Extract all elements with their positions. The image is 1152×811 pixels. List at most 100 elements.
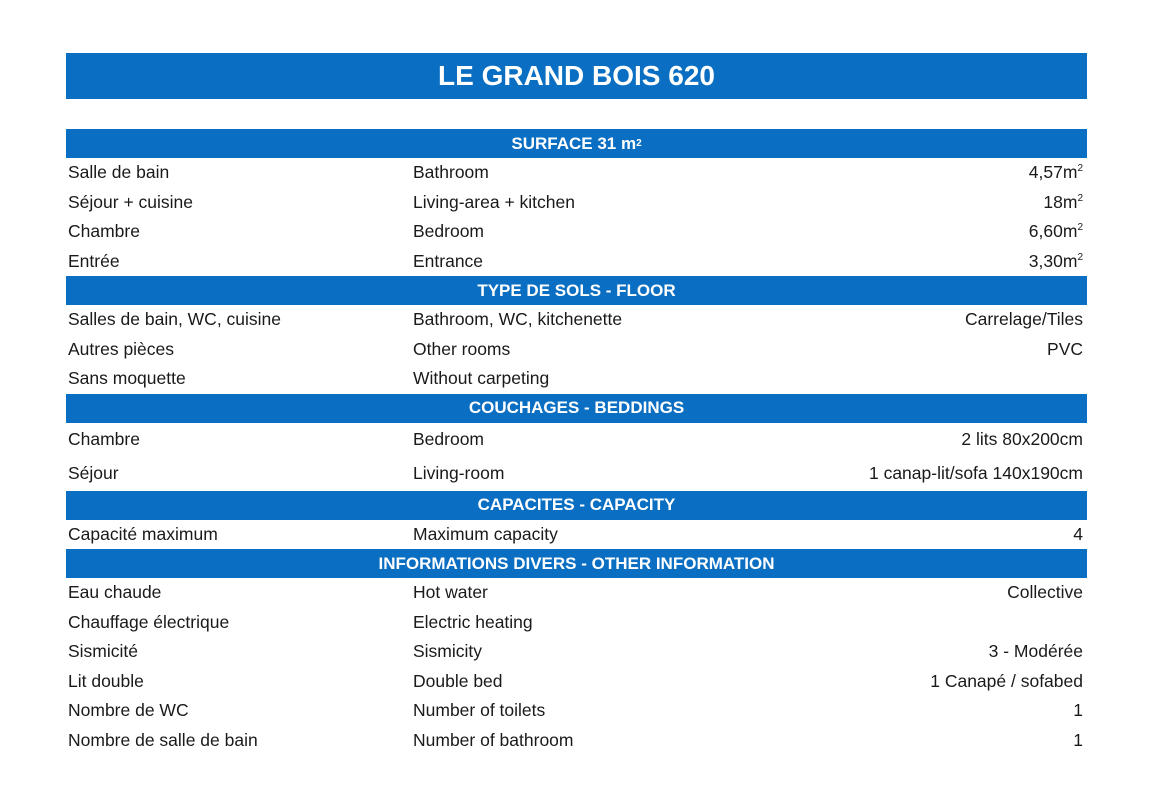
label-english-text: Living-area + kitchen [413,191,575,212]
value-text: 1 Canapé / sofabed [930,670,1083,691]
superscript: 2 [1077,251,1083,263]
label-english-text: Bedroom [413,429,485,449]
value: 4 [1073,524,1083,545]
table-row: Capacité maximum Maximum capacity 4 [66,520,1087,550]
table-row: Entrée Entrance 3,30m2 [66,247,1087,277]
label-english: Double bed [413,671,503,692]
label-english-text: Bathroom, WC, kitchenette [413,309,623,330]
label-french: Séjour [68,463,119,484]
table-row: Chambre Bedroom 6,60m2 [66,217,1087,247]
table-row: Chambre Bedroom 2 lits 80x200cm [66,423,1087,457]
label-french-text: Chauffage électrique [68,611,230,632]
label-english: Hot water [413,582,488,603]
value-text: 4 [1073,523,1083,544]
label-english: Other rooms [413,339,510,360]
table-row: Chauffage électrique Electric heating [66,608,1087,638]
superscript: 2 [1077,163,1083,175]
label-english-text: Double bed [413,670,503,691]
label-french: Chambre [68,429,140,450]
label-french: Salles de bain, WC, cuisine [68,309,281,330]
value: PVC [1047,339,1083,360]
label-english: Bathroom [413,162,489,183]
value-text: Carrelage/Tiles [964,309,1083,330]
value: 3 - Modérée [989,641,1083,662]
label-english: Bedroom [413,221,484,242]
label-english: Electric heating [413,612,533,633]
label-french: Salle de bain [68,162,169,183]
section-header: COUCHAGES - BEDDINGS [66,393,1087,423]
table-row: Sans moquette Without carpeting [66,364,1087,394]
label-english: Without carpeting [413,368,549,389]
label-english: Living-room [413,463,504,484]
value-text: 6,60m [1028,221,1078,242]
label-french-text: Sans moquette [68,368,186,389]
section-header-label: INFORMATIONS DIVERS - OTHER INFORMATION [378,553,775,573]
value-text: PVC [1047,338,1083,359]
value: 18m2 [1043,192,1083,213]
table-row: Lit double Double bed 1 Canapé / sofabed [66,667,1087,697]
label-french: Eau chaude [68,582,161,603]
value-text: 2 lits 80x200cm [961,429,1083,449]
value: Carrelage/Tiles [965,309,1083,330]
label-french-text: Autres pièces [68,338,175,359]
value: 3,30m2 [1029,251,1083,272]
label-french-text: Salle de bain [68,162,170,183]
table-row: Nombre de salle de bain Number of bathroo… [66,726,1087,756]
table-row: Nombre de WC Number of toilets 1 [66,696,1087,726]
label-english-text: Number of bathroom [413,729,574,750]
label-french-text: Salles de bain, WC, cuisine [68,309,282,330]
table-row: Séjour Living-room 1 canap-lit/sofa 140x19… [66,457,1087,491]
label-french: Chambre [68,221,140,242]
label-french: Sans moquette [68,368,186,389]
value-text: 18m [1043,191,1078,212]
label-english-text: Sismicity [413,641,483,662]
superscript: 2 [1077,222,1083,234]
label-french-text: Séjour [68,463,119,483]
label-french-text: Capacité maximum [68,523,218,544]
label-french: Séjour + cuisine [68,192,193,213]
value: 6,60m2 [1029,221,1083,242]
label-french-text: Lit double [68,670,144,691]
label-french-text: Entrée [68,250,120,271]
label-french: Sismicité [68,641,138,662]
table-row: Séjour + cuisine Living-area + kitchen 18m… [66,188,1087,218]
table-row: Salles de bain, WC, cuisine Bathroom, WC,… [66,305,1087,335]
section-header-label: COUCHAGES - BEDDINGS [468,398,685,417]
label-french: Nombre de WC [68,700,189,721]
label-french: Lit double [68,671,144,692]
label-english-text: Maximum capacity [413,523,558,544]
label-french-text: Séjour + cuisine [68,191,194,212]
section-header: TYPE DE SOLS - FLOOR [66,276,1087,305]
label-french: Nombre de salle de bain [68,730,258,751]
value-text: 3,30m [1028,250,1078,271]
label-english-text: Electric heating [413,611,533,632]
label-french: Chauffage électrique [68,612,229,633]
value: 1 [1073,700,1083,721]
label-english: Living-area + kitchen [413,192,575,213]
table-row: Sismicité Sismicity 3 - Modérée [66,637,1087,667]
superscript: 2 [1077,192,1083,204]
value: 4,57m2 [1029,162,1083,183]
label-english: Number of bathroom [413,730,574,751]
value: 1 Canapé / sofabed [930,671,1083,692]
value: 1 canap-lit/sofa 140x190cm [869,463,1083,484]
label-english-text: Hot water [413,582,488,603]
value: 1 [1073,730,1083,751]
page-title: LE GRAND BOIS 620 [66,53,1087,99]
label-english: Entrance [413,251,483,272]
label-french: Capacité maximum [68,524,218,545]
table-row: Autres pièces Other rooms PVC [66,335,1087,365]
label-english-text: Living-room [413,463,505,483]
label-french-text: Chambre [68,429,140,449]
section-header: CAPACITES - CAPACITY [66,490,1087,520]
label-english: Bathroom, WC, kitchenette [413,309,622,330]
label-french: Autres pièces [68,339,174,360]
label-english-text: Bathroom [413,162,489,183]
label-english: Maximum capacity [413,524,558,545]
label-english-text: Bedroom [413,221,485,242]
section-header: INFORMATIONS DIVERS - OTHER INFORMATION [66,549,1087,578]
label-french-text: Chambre [68,221,140,242]
section-header-label: SURFACE 31 m [511,133,637,153]
label-english-text: Number of toilets [413,700,546,721]
